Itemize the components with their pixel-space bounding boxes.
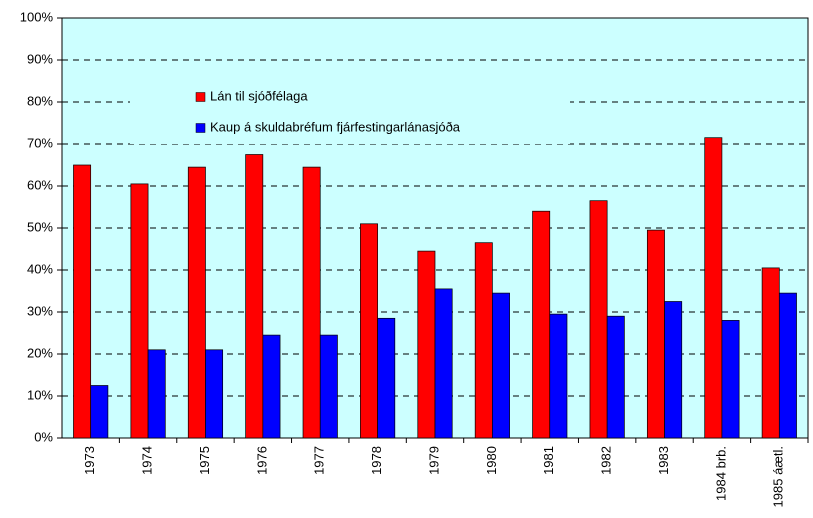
legend-swatch	[195, 123, 206, 133]
x-tick-label: 1980	[484, 446, 499, 475]
bar	[147, 349, 166, 439]
bar	[532, 210, 551, 439]
x-tick-label: 1978	[369, 446, 384, 475]
bar	[434, 288, 453, 439]
bar	[377, 317, 396, 439]
bar	[73, 164, 92, 439]
x-tick-label: 1984 brb.	[713, 446, 728, 501]
y-tick-label: 30%	[27, 303, 53, 318]
legend-label: Kaup á skuldabréfum fjárfestingarlánasjó…	[210, 119, 461, 134]
x-tick-label: 1975	[197, 446, 212, 475]
bar	[589, 200, 608, 439]
y-tick-label: 40%	[27, 261, 53, 276]
legend-swatch	[195, 92, 206, 102]
legend-label: Lán til sjóðfélaga	[210, 88, 308, 103]
y-tick-label: 10%	[27, 387, 53, 402]
x-tick-label: 1985 áætl.	[771, 446, 786, 507]
bar	[130, 183, 149, 439]
bar	[492, 292, 510, 439]
bar	[704, 137, 723, 439]
y-tick-label: 90%	[27, 51, 53, 66]
bar	[319, 334, 338, 439]
x-tick-label: 1974	[140, 446, 155, 475]
bar	[474, 242, 493, 439]
legend	[130, 82, 570, 144]
y-tick-label: 50%	[27, 219, 53, 234]
y-tick-label: 60%	[27, 177, 53, 192]
bar	[761, 267, 780, 439]
bar	[262, 334, 281, 439]
y-tick-label: 20%	[27, 345, 53, 360]
bar	[302, 166, 321, 439]
bar	[549, 313, 568, 439]
bar	[646, 229, 665, 439]
y-tick-label: 80%	[27, 93, 53, 108]
bar	[205, 349, 224, 439]
bar	[721, 320, 740, 439]
x-tick-label: 1983	[656, 446, 671, 475]
bar	[664, 301, 683, 439]
bar	[360, 223, 378, 439]
y-tick-label: 0%	[34, 429, 53, 444]
bar	[245, 154, 264, 439]
x-tick-label: 1979	[426, 446, 441, 475]
bar	[90, 385, 109, 439]
y-tick-label: 70%	[27, 135, 53, 150]
y-tick-label: 100%	[20, 9, 54, 24]
x-tick-label: 1973	[82, 446, 97, 475]
bar	[187, 166, 206, 439]
x-tick-label: 1981	[541, 446, 556, 475]
x-tick-label: 1977	[312, 446, 327, 475]
bar	[778, 292, 797, 439]
bar	[606, 315, 625, 439]
x-tick-label: 1982	[599, 446, 614, 475]
x-tick-label: 1976	[254, 446, 269, 475]
bar	[417, 250, 436, 439]
